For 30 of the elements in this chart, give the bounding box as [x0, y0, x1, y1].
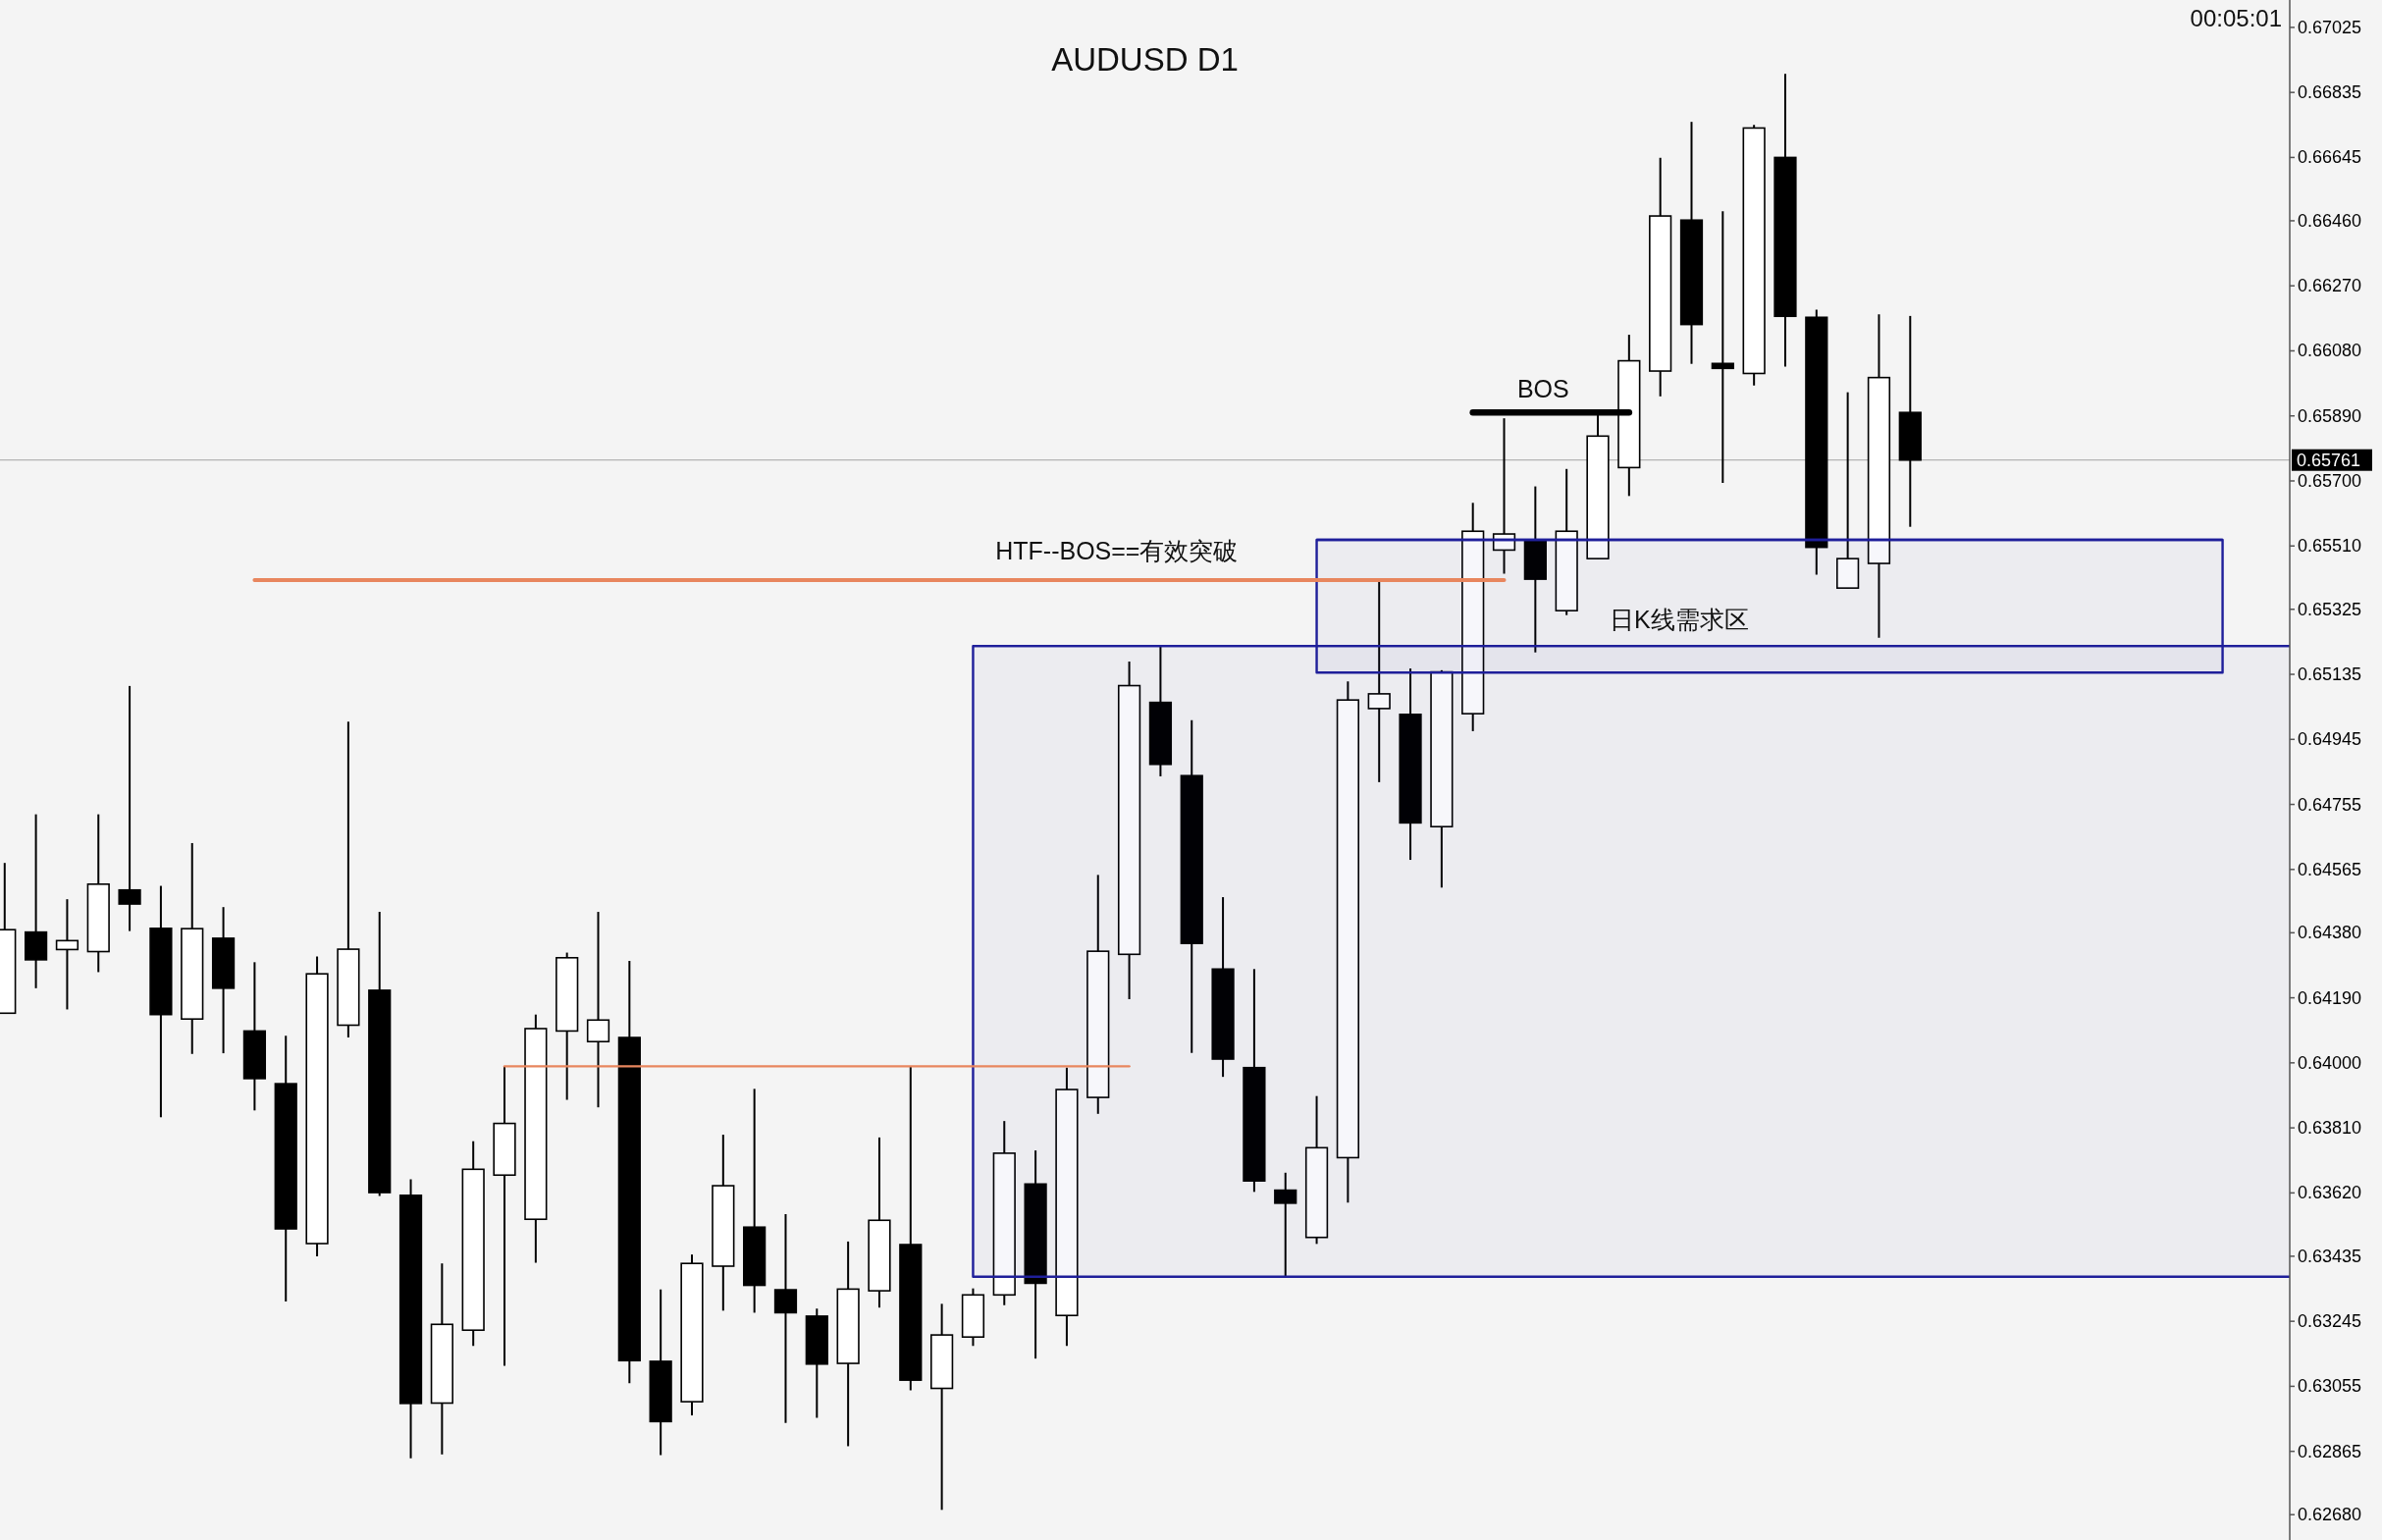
y-tick-label: 0.64945	[2298, 729, 2362, 750]
y-tick-label: 0.66835	[2298, 82, 2362, 103]
y-tick-label: 0.63435	[2298, 1246, 2362, 1266]
y-tick-label: 0.63620	[2298, 1183, 2362, 1203]
y-tick-label: 0.64000	[2298, 1052, 2362, 1073]
y-tick-label: 0.65890	[2298, 405, 2362, 426]
annotation: 00:05:01	[2190, 4, 2282, 31]
y-tick-label: 0.65700	[2298, 470, 2362, 491]
y-tick-label: 0.63245	[2298, 1311, 2362, 1332]
ref-line-label: 0.65761	[2297, 450, 2361, 470]
y-tick-label: 0.64565	[2298, 859, 2362, 879]
series-label: BOS	[1516, 375, 1569, 403]
y-tick-label: 0.66645	[2298, 147, 2362, 168]
y-tick-label: 0.65135	[2298, 664, 2362, 685]
y-tick-label: 0.67025	[2298, 17, 2362, 37]
y-tick-label: 0.62865	[2298, 1441, 2362, 1461]
y-tick-label: 0.64755	[2298, 794, 2362, 815]
y-tick-label: 0.66080	[2298, 341, 2362, 361]
y-tick-label: 0.63810	[2298, 1118, 2362, 1139]
y-tick-label: 0.64380	[2298, 923, 2362, 943]
y-tick-label: 0.65510	[2298, 536, 2362, 557]
y-tick-label: 0.65325	[2298, 599, 2362, 619]
series-label: HTF--BOS==有效突破	[995, 537, 1239, 565]
text: 日K线需求区	[1609, 606, 1749, 634]
y-tick-label: 0.63055	[2298, 1376, 2362, 1397]
y-tick-label: 0.64190	[2298, 987, 2362, 1008]
y-tick-label: 0.62680	[2298, 1505, 2362, 1525]
y-tick-label: 0.66270	[2298, 276, 2362, 296]
text: AUDUSD D1	[1051, 40, 1239, 78]
y-tick-label: 0.66460	[2298, 210, 2362, 231]
